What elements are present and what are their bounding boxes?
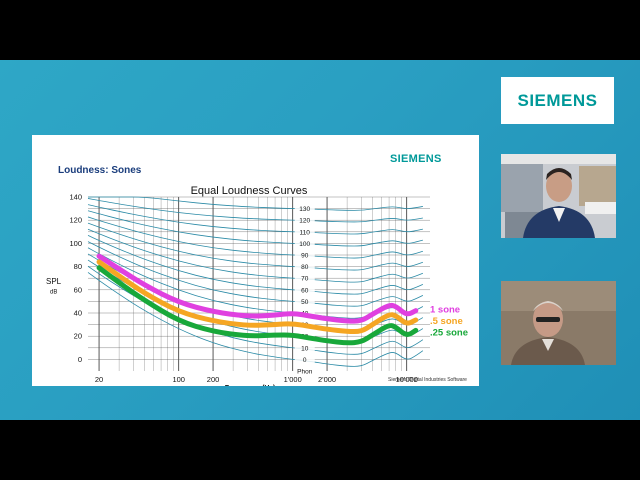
slide-footer: Siemens Digital Industries Software: [388, 377, 467, 383]
x-tick-label: 20: [95, 375, 103, 384]
slide-title: Loudness: Sones: [58, 165, 142, 176]
participant-video-2: [501, 281, 616, 365]
y-axis-label: SPL: [46, 277, 62, 286]
participant-1-image: [501, 154, 616, 238]
equal-loudness-chart: Equal Loudness Curves020406080100120140S…: [46, 185, 468, 386]
y-tick-label: 120: [69, 216, 82, 225]
phon-contour: [88, 196, 423, 211]
participant-video-1: [501, 154, 616, 238]
siemens-logo: SIEMENS: [501, 77, 614, 124]
x-tick-label: 200: [207, 375, 220, 384]
y-tick-label: 40: [74, 309, 82, 318]
slide: Loudness: Sones SIEMENS Equal Loudness C…: [32, 135, 479, 386]
sone-series-label: .25 sone: [430, 328, 468, 339]
y-tick-label: 140: [69, 193, 82, 202]
y-tick-label: 80: [74, 262, 82, 271]
x-tick-label: 10'000: [396, 375, 418, 384]
phon-label: Phon: [297, 369, 313, 376]
phon-label: 80: [301, 264, 309, 271]
slide-logo: SIEMENS: [390, 153, 442, 165]
x-tick-label: 1'000: [284, 375, 302, 384]
phon-label: 90: [301, 253, 309, 260]
x-axis-label: Frequency (Hz): [225, 385, 276, 386]
phon-label: 110: [300, 229, 311, 236]
phon-label: 130: [299, 206, 310, 213]
siemens-logo-text: SIEMENS: [517, 90, 598, 110]
chart-title: Equal Loudness Curves: [191, 185, 308, 197]
phon-label: 50: [301, 299, 309, 306]
y-tick-label: 60: [74, 285, 82, 294]
phon-label: 120: [299, 218, 310, 225]
sone-series-label: .5 sone: [430, 316, 463, 327]
phon-contour: [87, 216, 424, 259]
sone-series-label: 1 sone: [430, 304, 460, 315]
y-tick-label: 20: [74, 332, 82, 341]
y-tick-label: 100: [69, 239, 82, 248]
participant-2-image: [501, 281, 616, 365]
y-axis-unit: dB: [50, 289, 57, 295]
sone-series-line: [96, 253, 419, 324]
presentation-stage: SIEMENS Loudness: Sones SIEMENS Equal Lo…: [0, 60, 640, 420]
x-tick-label: 2'000: [318, 375, 336, 384]
phon-label: 10: [301, 345, 309, 352]
phon-contour: [87, 198, 423, 223]
sone-series-line: [96, 259, 419, 335]
x-tick-label: 100: [172, 375, 185, 384]
sone-series-line: [96, 265, 419, 346]
phon-label: 0: [303, 357, 307, 364]
phon-label: 100: [299, 241, 310, 248]
phon-label: 70: [301, 276, 309, 283]
phon-contour: [87, 210, 423, 247]
y-tick-label: 0: [78, 355, 82, 364]
phon-contour: [87, 259, 424, 343]
phon-label: 60: [301, 287, 309, 294]
